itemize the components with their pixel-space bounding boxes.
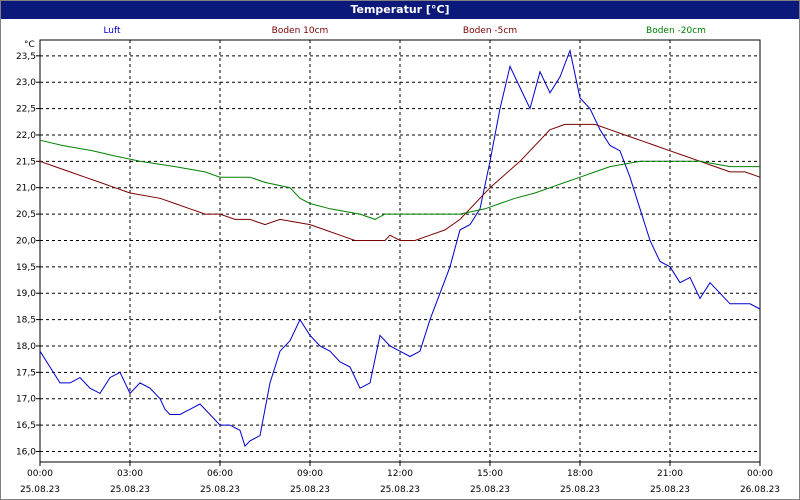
x-tick-date: 25.08.23 bbox=[200, 485, 240, 495]
y-tick-label: 16,5 bbox=[16, 421, 36, 431]
y-tick-label: 19,0 bbox=[16, 289, 36, 299]
x-tick-time: 09:00 bbox=[297, 469, 323, 479]
y-tick-label: 22,5 bbox=[16, 105, 36, 115]
x-tick-date: 25.08.23 bbox=[470, 485, 510, 495]
y-axis-label: °C bbox=[24, 40, 35, 50]
x-tick-time: 12:00 bbox=[387, 469, 413, 479]
y-tick-label: 20,5 bbox=[16, 210, 36, 220]
legend-entry-boden-5cm: Boden -5cm bbox=[463, 26, 517, 36]
x-tick-date: 26.08.23 bbox=[740, 485, 780, 495]
y-tick-label: 21,5 bbox=[16, 157, 36, 167]
legend-entry-luft: Luft bbox=[103, 26, 121, 36]
x-tick-date: 25.08.23 bbox=[110, 485, 150, 495]
x-tick-time: 21:00 bbox=[657, 469, 683, 479]
axes: 16,0 16,5 17,0 17,5 18,0 18,5 19,0 19,5 20,0 20,5… bbox=[16, 39, 780, 495]
x-tick-date: 25.08.23 bbox=[650, 485, 690, 495]
x-tick-date: 25.08.23 bbox=[560, 485, 600, 495]
y-tick-label: 16,0 bbox=[16, 447, 36, 457]
window-title: Temperatur [°C] bbox=[1, 1, 799, 19]
legend-entry-boden-20cm: Boden -20cm bbox=[646, 26, 706, 36]
x-tick-time: 15:00 bbox=[477, 469, 503, 479]
y-tick-label: 20,0 bbox=[16, 236, 36, 246]
series-line-luft bbox=[39, 48, 761, 448]
series-line-boden-20cm bbox=[39, 139, 760, 220]
x-tick-date: 25.08.23 bbox=[290, 485, 330, 495]
x-tick-time: 06:00 bbox=[207, 469, 233, 479]
series-line-boden-10cm bbox=[39, 123, 761, 241]
y-tick-label: 17,0 bbox=[16, 395, 36, 405]
y-tick-label: 17,5 bbox=[16, 368, 36, 378]
grid bbox=[40, 40, 760, 462]
y-tick-label: 19,5 bbox=[16, 263, 36, 273]
y-tick-label: 18,5 bbox=[16, 316, 36, 326]
y-tick-label: 18,0 bbox=[16, 342, 36, 352]
y-tick-label: 23,0 bbox=[16, 78, 36, 88]
x-tick-date: 25.08.23 bbox=[20, 485, 60, 495]
x-tick-time: 18:00 bbox=[567, 469, 593, 479]
y-tick-label: 23,5 bbox=[16, 52, 36, 62]
y-tick-label: 22,0 bbox=[16, 131, 36, 141]
x-tick-date: 25.08.23 bbox=[380, 485, 420, 495]
legend: Luft Boden 10cm Boden -5cm Boden -20cm bbox=[103, 26, 706, 36]
x-tick-time: 00:00 bbox=[27, 469, 53, 479]
y-tick-label: 21,0 bbox=[16, 184, 36, 194]
series bbox=[39, 48, 761, 448]
legend-entry-boden-10cm: Boden 10cm bbox=[272, 26, 329, 36]
x-tick-time: 00:00 bbox=[747, 469, 773, 479]
x-tick-time: 03:00 bbox=[117, 469, 143, 479]
